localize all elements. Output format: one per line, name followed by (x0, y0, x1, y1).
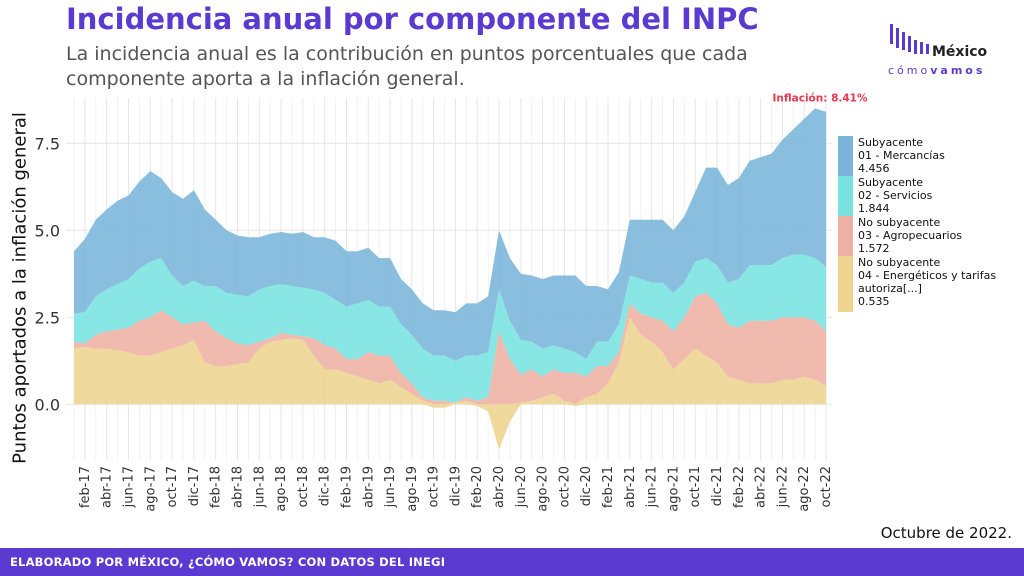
legend-label: Subyacente 01 - Mercancías 4.456 (858, 136, 945, 175)
x-tick-label: dic-18 (318, 466, 333, 506)
x-tick-label: feb-21 (601, 466, 616, 508)
legend-item: No subyacente 03 - Agropecuarios 1.572 (838, 216, 1018, 256)
x-tick-label: ago-20 (536, 466, 551, 512)
y-tick-label: 5.0 (35, 221, 60, 240)
x-tick-label: feb-22 (732, 466, 747, 508)
inflation-annotation: Inflación: 8.41% (772, 93, 868, 105)
x-tick-label: abr-22 (754, 466, 769, 508)
legend-swatch (838, 256, 853, 312)
chart-legend: Subyacente 01 - Mercancías 4.456 Subyacen… (838, 136, 1018, 312)
footer-bar: ELABORADO POR MÉXICO, ¿CÓMO VAMOS? CON D… (0, 548, 1024, 576)
area-energeticos (74, 317, 826, 450)
y-tick-label: 7.5 (35, 134, 60, 153)
x-tick-label: oct-17 (165, 466, 180, 507)
area-servicios (74, 254, 826, 403)
x-tick-label: abr-20 (492, 466, 507, 508)
x-tick-label: jun-19 (383, 466, 398, 508)
y-tick-label: 0.0 (35, 395, 60, 414)
x-tick-label: ago-18 (274, 466, 289, 512)
x-tick-label: oct-19 (427, 466, 442, 507)
logo-sub-text: cómovamos (888, 64, 985, 77)
legend-swatch (838, 216, 853, 256)
footer-text: ELABORADO POR MÉXICO, ¿CÓMO VAMOS? CON D… (10, 555, 446, 569)
x-tick-label: feb-17 (78, 466, 93, 508)
x-tick-label: dic-19 (448, 466, 463, 506)
legend-swatch (838, 176, 853, 216)
x-tick-label: abr-17 (100, 466, 115, 508)
legend-label: No subyacente 04 - Energéticos y tarifas… (858, 256, 997, 308)
x-tick-label: dic-21 (710, 466, 725, 506)
legend-item: Subyacente 01 - Mercancías 4.456 (838, 136, 1018, 176)
x-tick-label: feb-18 (209, 466, 224, 508)
x-tick-label: abr-18 (230, 466, 245, 508)
legend-label: Subyacente 02 - Servicios 1.844 (858, 176, 933, 215)
x-tick-label: oct-21 (688, 466, 703, 507)
legend-label: No subyacente 03 - Agropecuarios 1.572 (858, 216, 963, 255)
legend-item: Subyacente 02 - Servicios 1.844 (838, 176, 1018, 216)
x-tick-label: dic-17 (187, 466, 202, 506)
x-tick-label: ago-22 (797, 466, 812, 512)
x-tick-label: ago-17 (143, 466, 158, 512)
x-tick-label: abr-21 (623, 466, 638, 508)
logo-sub-light: cómo (888, 64, 931, 77)
x-tick-label: jun-17 (121, 466, 136, 508)
x-tick-label: oct-22 (819, 466, 834, 507)
x-tick-label: oct-20 (557, 466, 572, 507)
y-tick-label: 2.5 (35, 308, 60, 327)
x-tick-label: jun-22 (775, 466, 790, 508)
logo-bars-icon (890, 24, 929, 54)
date-note: Octubre de 2022. (880, 524, 1012, 542)
legend-item: No subyacente 04 - Energéticos y tarifas… (838, 256, 1018, 312)
x-tick-label: ago-19 (405, 466, 420, 512)
area-agropecuarios (74, 292, 826, 405)
x-tick-label: dic-20 (579, 466, 594, 506)
mexico-como-vamos-logo: México cómovamos (888, 20, 1013, 80)
legend-swatch (838, 136, 853, 176)
x-tick-label: feb-20 (470, 466, 485, 508)
page-title: Incidencia anual por componente del INPC (66, 2, 759, 36)
x-tick-label: jun-21 (645, 466, 660, 508)
page-subtitle: La incidencia anual es la contribución e… (66, 43, 748, 90)
x-tick-label: ago-21 (666, 466, 681, 512)
x-tick-label: oct-18 (296, 466, 311, 507)
x-tick-label: abr-19 (361, 466, 376, 508)
area-mercancias (74, 108, 826, 361)
x-tick-label: feb-19 (339, 466, 354, 508)
logo-sub-bold: vamos (930, 64, 986, 77)
logo-main-text: México (932, 44, 988, 60)
x-tick-label: jun-20 (514, 466, 529, 508)
x-tick-label: jun-18 (252, 466, 267, 508)
